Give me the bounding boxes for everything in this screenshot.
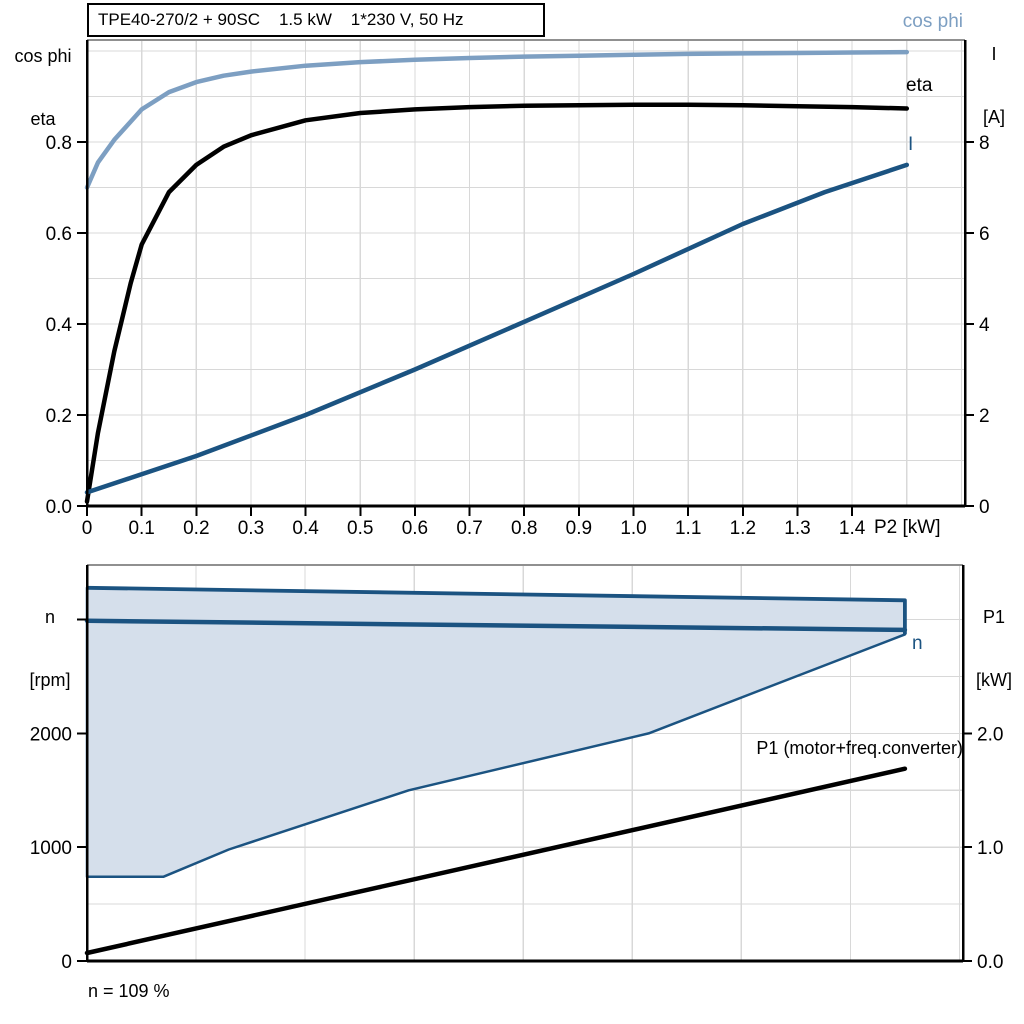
x-tick-label: 0.4 [292, 518, 319, 539]
left-tick-label: 0.8 [46, 133, 72, 154]
x-tick-label: 1.2 [730, 518, 756, 539]
right-tick-label: 4 [979, 315, 990, 336]
right-tick-label: 6 [979, 224, 990, 245]
speed-annotation: n = 109 % [88, 981, 170, 1001]
x-tick-label: 1.1 [675, 518, 701, 539]
right-tick-label: 8 [979, 133, 990, 154]
speed-envelope-upper-edge [86, 585, 907, 635]
x-tick-label: 0.7 [456, 518, 482, 539]
left-tick-label: 0.2 [46, 406, 72, 427]
right-tick-label: 1.0 [977, 838, 1003, 859]
right-tick-label: 0 [979, 497, 990, 518]
right-axis-title-line2: [A] [982, 107, 1005, 127]
x-tick-label: 1.0 [620, 518, 646, 539]
x-tick-label: 0.5 [347, 518, 373, 539]
x-tick-label: 0.8 [511, 518, 537, 539]
right-axis-title-line1: I [991, 44, 997, 64]
left-tick-label: 0.6 [46, 224, 72, 245]
bottom-right-axis-title-line1: P1 [982, 607, 1006, 627]
x-tick-label: 0.6 [402, 518, 428, 539]
i-curve-label: I [908, 134, 914, 155]
bottom-right-axis-title-line2: [kW] [976, 670, 1012, 690]
x-tick-label: 0.9 [566, 518, 592, 539]
left-axis-title-top-chart: cos phi eta [4, 4, 82, 151]
eta-curve-label: eta [906, 75, 933, 96]
left-tick-label: 0.0 [46, 497, 72, 518]
x-tick-label: 1.3 [784, 518, 810, 539]
curve-cos-phi [84, 49, 910, 190]
left-axis-title-line1: cos phi [14, 46, 72, 66]
curve-i [84, 162, 910, 495]
chart-title-box: TPE40-270/2 + 90SC 1.5 kW 1*230 V, 50 Hz [87, 3, 545, 37]
curve-n [84, 618, 908, 633]
x-tick-label: 0.1 [128, 518, 154, 539]
left-tick-label: 2000 [30, 724, 72, 745]
left-tick-label: 0.4 [46, 315, 73, 336]
right-axis-title-bottom-chart: P1 [kW] [966, 565, 1022, 712]
right-tick-label: 0.0 [977, 952, 1003, 973]
bottom-left-axis-title-line1: n [44, 607, 55, 627]
x-tick-label: 0.2 [183, 518, 209, 539]
chart-title: TPE40-270/2 + 90SC 1.5 kW 1*230 V, 50 Hz [98, 10, 464, 29]
left-tick-label: 0 [61, 952, 72, 973]
right-tick-label: 2.0 [977, 724, 1003, 745]
curve-eta [84, 102, 910, 504]
x-tick-label: 0 [82, 518, 93, 539]
n-curve-label: n [912, 633, 923, 654]
x-tick-label: 1.4 [839, 518, 866, 539]
right-axis-title-top-chart: I [A] [970, 2, 1018, 149]
curve-p1 [84, 766, 908, 956]
cos-phi-curve-label: cos phi [902, 11, 963, 32]
left-axis-title-bottom-chart: n [rpm] [10, 565, 90, 712]
left-axis-title-line2: eta [30, 109, 56, 129]
bottom-left-axis-title-line2: [rpm] [29, 670, 71, 690]
p1-curve-label: P1 (motor+freq.converter) [756, 738, 963, 758]
left-tick-label: 1000 [30, 838, 72, 859]
right-tick-label: 2 [979, 406, 990, 427]
speed-envelope-region [85, 586, 907, 879]
x-tick-label: 0.3 [238, 518, 264, 539]
x-axis-unit-label: P2 [kW] [874, 517, 941, 538]
